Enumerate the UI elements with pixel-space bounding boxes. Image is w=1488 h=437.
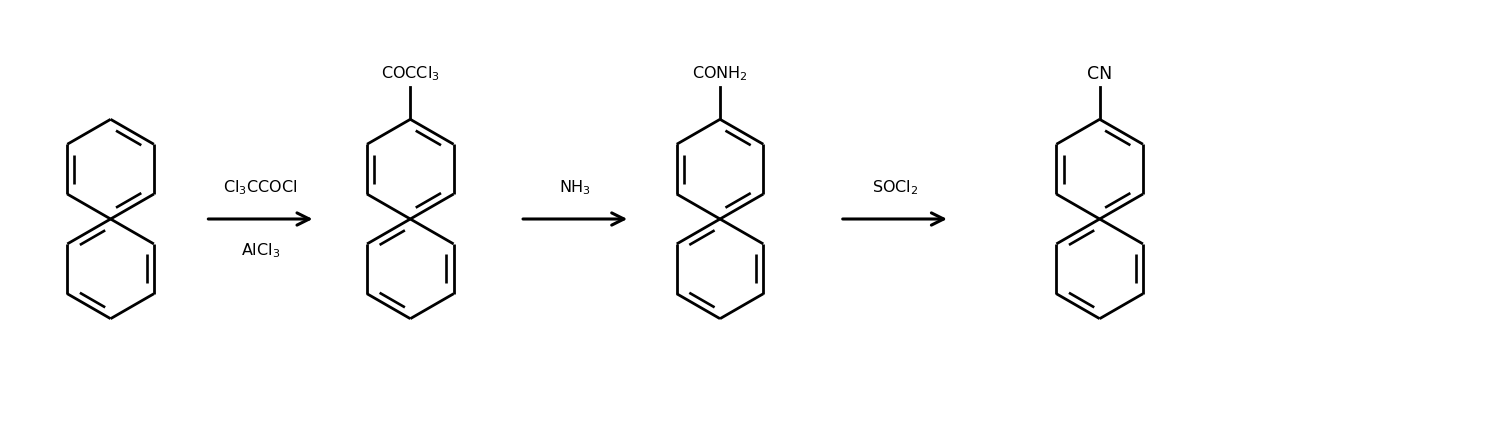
Text: COCCl$_3$: COCCl$_3$ [381, 65, 440, 83]
Text: AlCl$_3$: AlCl$_3$ [241, 241, 280, 260]
Text: CN: CN [1088, 66, 1113, 83]
Text: CONH$_2$: CONH$_2$ [692, 65, 747, 83]
Text: Cl$_3$CCOCl: Cl$_3$CCOCl [223, 178, 298, 197]
Text: NH$_3$: NH$_3$ [559, 178, 591, 197]
Text: SOCl$_2$: SOCl$_2$ [872, 178, 918, 197]
